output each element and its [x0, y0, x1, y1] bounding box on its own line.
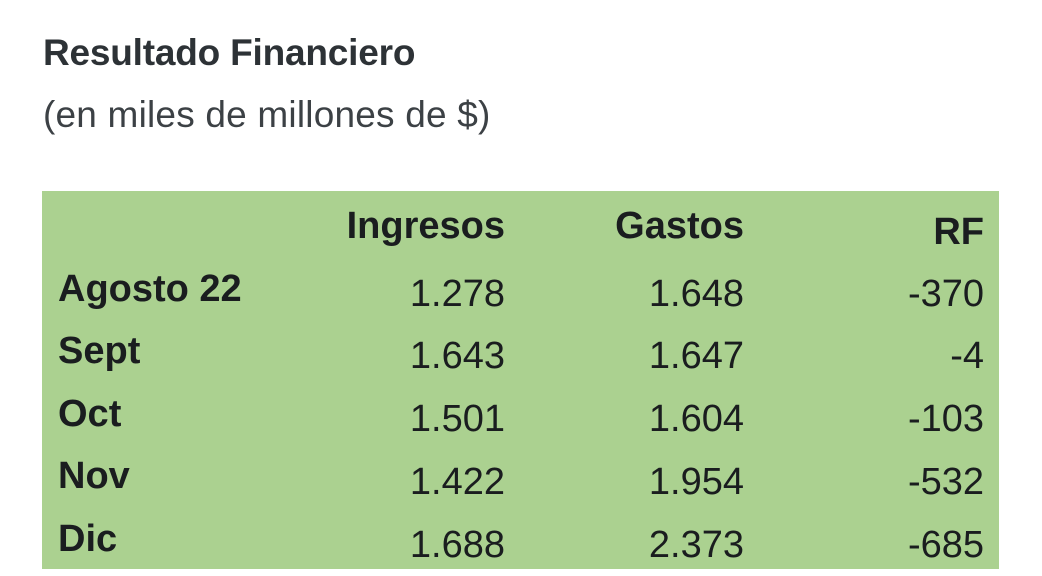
chart-subtitle: (en miles de millones de $)	[43, 94, 491, 135]
cell-rf: -370	[907, 273, 984, 315]
cell-rf: -4	[950, 335, 984, 377]
column-header-ingresos: Ingresos	[346, 205, 505, 247]
cell-gastos: 2.373	[648, 524, 744, 566]
cell-ingresos: 1.422	[409, 461, 505, 503]
cell-ingresos: 1.643	[409, 335, 505, 377]
row-label: Dic	[58, 518, 118, 560]
cell-gastos: 1.647	[648, 335, 744, 377]
cell-rf: -532	[907, 461, 984, 503]
cell-ingresos: 1.501	[409, 398, 505, 440]
cell-gastos: 1.604	[648, 398, 744, 440]
financial-table: Ingresos Gastos RF Agosto 22 1.278 1.648…	[42, 191, 999, 569]
cell-ingresos: 1.688	[409, 524, 505, 566]
cell-ingresos: 1.278	[409, 273, 505, 315]
row-label: Agosto 22	[58, 268, 242, 310]
column-header-gastos: Gastos	[615, 205, 744, 247]
cell-gastos: 1.648	[648, 273, 744, 315]
row-label: Oct	[58, 393, 122, 435]
chart-title: Resultado Financiero	[43, 32, 416, 73]
row-label: Sept	[58, 330, 141, 372]
cell-gastos: 1.954	[648, 461, 744, 503]
column-header-rf: RF	[933, 211, 984, 253]
cell-rf: -685	[907, 524, 984, 566]
cell-rf: -103	[907, 398, 984, 440]
row-label: Nov	[58, 455, 130, 497]
